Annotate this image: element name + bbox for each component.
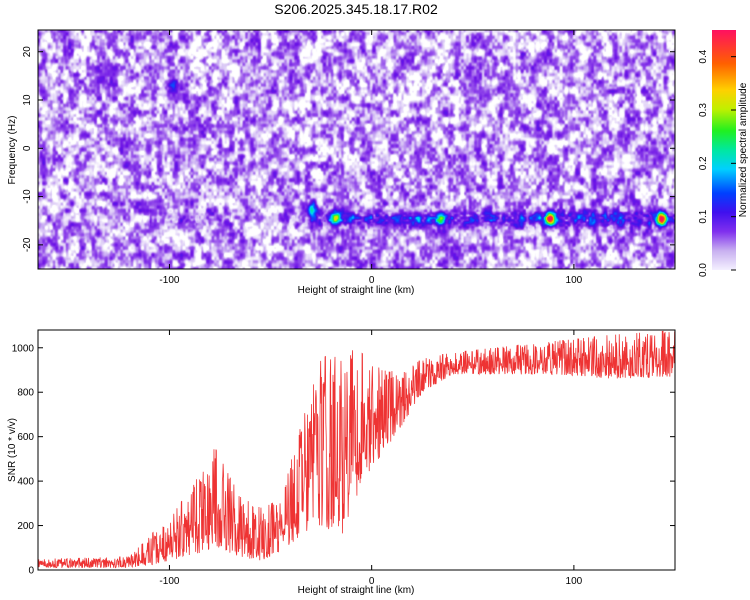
y-tick-label: 1000	[12, 343, 35, 354]
y-tick-label: -20	[22, 237, 33, 252]
x-tick-label: -100	[159, 275, 179, 286]
x-tick-label: -100	[159, 576, 179, 587]
y-tick-label: 10	[22, 94, 33, 106]
y-tick-label: -10	[22, 189, 33, 204]
colorbar-tick-label: 0.0	[698, 263, 709, 277]
colorbar-tick-label: 0.3	[698, 103, 709, 117]
colorbar: 0.0 0.1 0.2 0.3 0.4 Normalized spectral ampl…	[698, 30, 749, 277]
chart-title: S206.2025.345.18.17.R02	[274, 1, 438, 17]
spectrogram-frame	[37, 29, 676, 270]
colorbar-gradient	[712, 30, 736, 270]
colorbar-tick-label: 0.4	[698, 49, 709, 63]
snr-frame	[37, 329, 676, 571]
spectrogram-y-ticks: -20 -10 0 10 20	[22, 46, 675, 252]
y-tick-label: 0	[28, 566, 34, 577]
snr-y-ticks: 0 200 400 600 800 1000	[12, 343, 675, 577]
y-tick-label: 0	[22, 145, 33, 151]
y-tick-label: 20	[22, 46, 33, 58]
x-tick-label: 0	[369, 275, 375, 286]
snr-y-label: SNR (10 * v/v)	[7, 418, 18, 482]
snr-x-ticks: -100 0 100	[159, 330, 583, 587]
snr-series-line	[38, 330, 675, 569]
y-tick-label: 600	[17, 432, 34, 443]
colorbar-ticks: 0.0 0.1 0.2 0.3 0.4	[698, 49, 736, 277]
x-tick-label: 100	[566, 275, 583, 286]
snr-x-label: Height of straight line (km)	[298, 585, 415, 596]
y-tick-label: 200	[17, 521, 34, 532]
spectrogram-x-ticks: -100 0 100	[159, 30, 583, 286]
colorbar-label: Normalized spectral amplitude	[738, 82, 749, 217]
x-tick-label: 0	[369, 576, 375, 587]
x-tick-label: 100	[566, 576, 583, 587]
y-tick-label: 800	[17, 388, 34, 399]
colorbar-tick-label: 0.1	[698, 209, 709, 223]
spectrogram-heatmap	[38, 30, 675, 269]
colorbar-tick-label: 0.2	[698, 156, 709, 170]
spectrogram-y-label: Frequency (Hz)	[7, 116, 18, 185]
y-tick-label: 400	[17, 477, 34, 488]
snr-panel: -100 0 100 0 200 400 600 800 1000 Height of str…	[7, 329, 676, 596]
spectrogram-x-label: Height of straight line (km)	[298, 285, 415, 296]
